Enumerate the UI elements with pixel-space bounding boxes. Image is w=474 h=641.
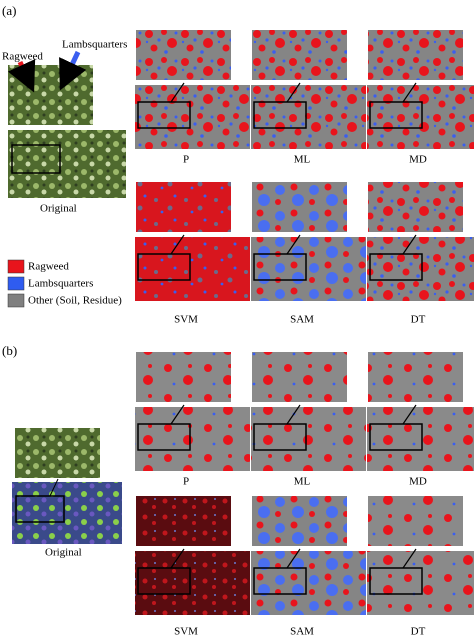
zoom-box — [253, 253, 307, 281]
zoom-box — [253, 101, 307, 129]
arrow — [286, 234, 301, 255]
arrow — [402, 82, 417, 103]
panel-label: (b) — [2, 343, 17, 358]
panel-label: (a) — [2, 3, 16, 18]
original-photo — [15, 428, 100, 478]
classified-map — [367, 407, 474, 471]
zoomed-map — [368, 30, 463, 80]
zoomed-map — [252, 182, 347, 232]
original-label: Original — [40, 203, 77, 215]
zoom-box — [369, 567, 423, 595]
classified-map — [367, 237, 474, 301]
original-full — [12, 482, 122, 544]
method-label: MD — [409, 154, 427, 166]
method-label: SVM — [174, 314, 198, 326]
legend-label: Lambsquarters — [28, 278, 93, 290]
classified-map — [251, 85, 366, 149]
zoomed-map — [136, 182, 231, 232]
arrow — [402, 404, 417, 425]
method-label: P — [183, 476, 189, 488]
classified-map — [135, 407, 250, 471]
zoom-box — [253, 567, 307, 595]
zoomed-map — [136, 352, 231, 402]
classified-map — [251, 237, 366, 301]
method-label: DT — [411, 314, 426, 326]
method-label: P — [183, 154, 189, 166]
zoomed-map — [252, 352, 347, 402]
zoom-box — [15, 495, 65, 523]
arrow — [286, 404, 301, 425]
legend-label: Other (Soil, Residue) — [28, 295, 122, 307]
zoomed-map — [368, 352, 463, 402]
classified-map — [251, 551, 366, 615]
classified-map — [135, 551, 250, 615]
zoom-box — [369, 101, 423, 129]
zoom-box — [137, 101, 191, 129]
arrow — [402, 234, 417, 255]
classified-map — [135, 237, 250, 301]
zoomed-map — [252, 496, 347, 546]
zoom-box — [137, 567, 191, 595]
zoom-box — [253, 423, 307, 451]
method-label: SAM — [290, 314, 314, 326]
zoom-box — [137, 253, 191, 281]
zoomed-map — [252, 30, 347, 80]
method-label: SAM — [290, 626, 314, 638]
arrow — [286, 82, 301, 103]
legend-swatch — [7, 259, 25, 274]
method-label: ML — [294, 154, 311, 166]
arrow — [170, 234, 185, 255]
arrow — [59, 50, 87, 91]
arrow — [170, 548, 185, 569]
zoom-box — [369, 253, 423, 281]
zoom-box — [369, 423, 423, 451]
arrow — [402, 548, 417, 569]
zoom-box — [11, 144, 61, 174]
method-label: DT — [411, 626, 426, 638]
zoomed-map — [136, 30, 231, 80]
classified-map — [251, 407, 366, 471]
arrow — [7, 59, 36, 93]
zoomed-map — [136, 496, 231, 546]
original-photo — [8, 65, 93, 125]
method-label: MD — [409, 476, 427, 488]
original-full — [8, 130, 126, 198]
zoom-box — [137, 423, 191, 451]
annotation: Lambsquarters — [62, 39, 127, 51]
legend-label: Ragweed — [28, 261, 69, 273]
arrow — [170, 404, 185, 425]
legend-swatch — [7, 276, 25, 291]
legend-swatch — [7, 293, 25, 308]
arrow — [49, 478, 59, 497]
zoomed-map — [368, 182, 463, 232]
arrow — [286, 548, 301, 569]
zoomed-map — [368, 496, 463, 546]
original-label: Original — [45, 547, 82, 559]
classified-map — [367, 85, 474, 149]
method-label: SVM — [174, 626, 198, 638]
method-label: ML — [294, 476, 311, 488]
classified-map — [135, 85, 250, 149]
arrow — [170, 82, 185, 103]
annotation: Ragweed — [2, 51, 43, 63]
classified-map — [367, 551, 474, 615]
